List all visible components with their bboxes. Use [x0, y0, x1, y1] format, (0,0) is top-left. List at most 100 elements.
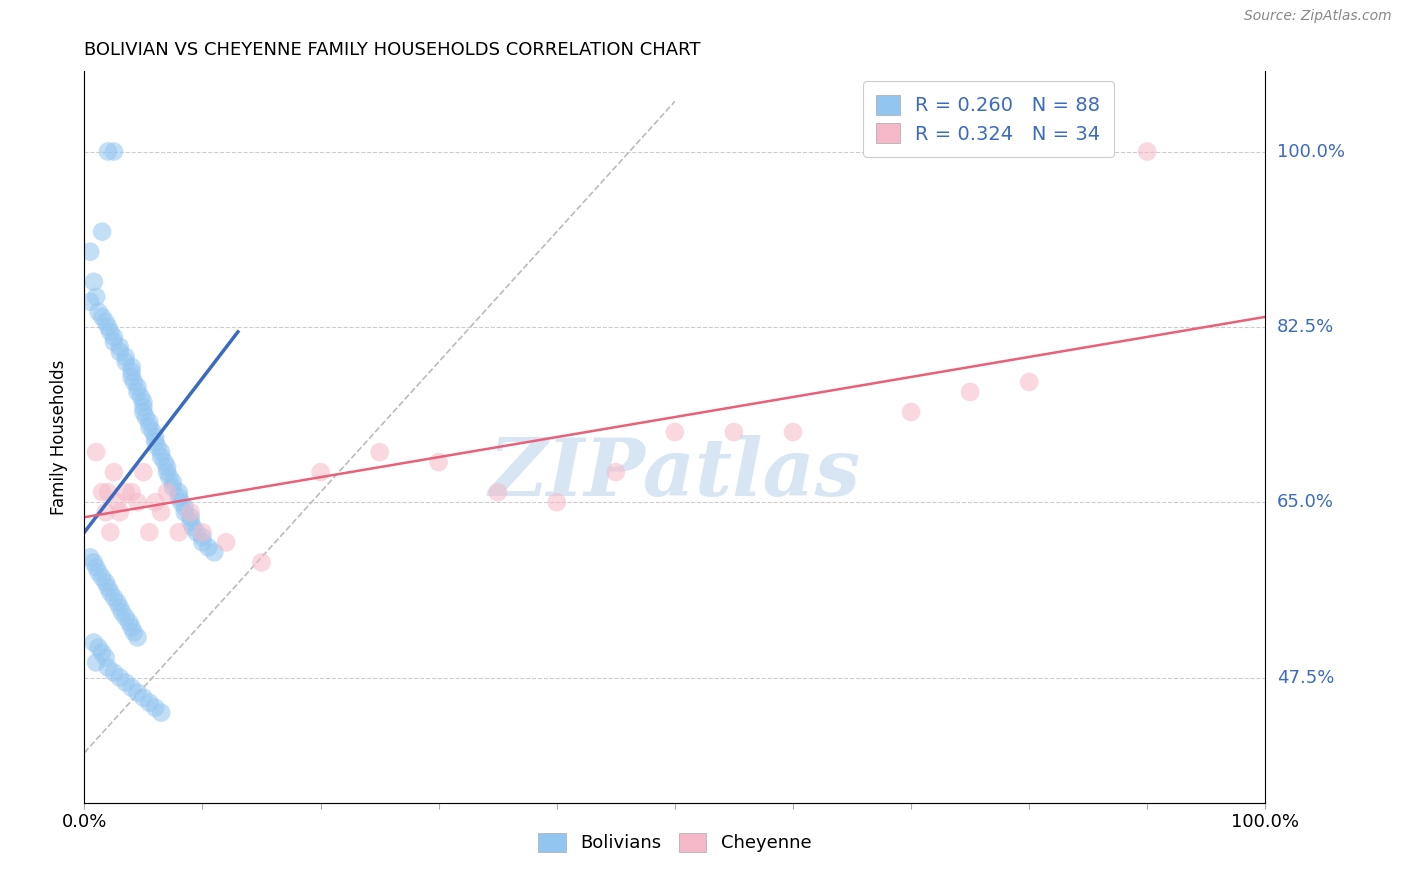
Point: [87, 305, 110, 319]
Point: [91, 646, 114, 660]
Point: [98, 525, 121, 540]
Point: [114, 485, 136, 500]
Point: [132, 405, 155, 419]
Text: 65.0%: 65.0%: [1277, 493, 1334, 511]
Text: Source: ZipAtlas.com: Source: ZipAtlas.com: [1244, 9, 1392, 23]
Point: [118, 615, 141, 630]
Point: [103, 145, 125, 159]
Point: [250, 555, 273, 569]
Point: [959, 384, 981, 399]
Point: [121, 620, 143, 634]
Point: [191, 525, 214, 540]
Point: [138, 525, 160, 540]
Point: [150, 706, 173, 720]
Point: [723, 425, 745, 439]
Point: [97, 145, 120, 159]
Point: [103, 665, 125, 680]
Point: [1018, 375, 1040, 389]
Point: [103, 330, 125, 344]
Point: [202, 545, 225, 559]
Point: [180, 510, 202, 524]
Text: ZIPatlas: ZIPatlas: [489, 435, 860, 512]
Point: [111, 606, 134, 620]
Point: [114, 355, 136, 369]
Text: 47.5%: 47.5%: [1277, 668, 1334, 687]
Point: [108, 340, 131, 354]
Point: [121, 370, 143, 384]
Point: [138, 420, 160, 434]
Point: [121, 485, 143, 500]
Point: [84, 560, 107, 574]
Point: [122, 375, 145, 389]
Point: [108, 505, 131, 519]
Point: [114, 610, 136, 624]
Point: [167, 490, 190, 504]
Point: [84, 445, 107, 459]
Point: [153, 455, 176, 469]
Point: [98, 585, 121, 599]
Point: [103, 591, 125, 605]
Point: [127, 495, 149, 509]
Point: [79, 550, 101, 565]
Point: [142, 425, 165, 439]
Point: [132, 690, 155, 705]
Point: [83, 275, 105, 289]
Point: [83, 635, 105, 649]
Point: [98, 325, 121, 339]
Point: [97, 485, 120, 500]
Point: [135, 410, 157, 425]
Point: [215, 535, 238, 549]
Point: [107, 595, 129, 609]
Point: [84, 656, 107, 670]
Point: [167, 525, 190, 540]
Point: [114, 675, 136, 690]
Legend: Bolivians, Cheyenne: Bolivians, Cheyenne: [531, 826, 818, 860]
Text: 100.0%: 100.0%: [1277, 143, 1346, 161]
Y-axis label: Family Households: Family Households: [51, 359, 69, 515]
Point: [127, 631, 149, 645]
Point: [114, 350, 136, 364]
Point: [94, 315, 117, 329]
Point: [79, 244, 101, 259]
Point: [157, 470, 180, 484]
Point: [108, 345, 131, 359]
Point: [127, 380, 149, 394]
Point: [132, 465, 155, 479]
Point: [143, 495, 166, 509]
Point: [156, 460, 179, 475]
Point: [900, 405, 922, 419]
Point: [91, 310, 114, 324]
Point: [150, 505, 173, 519]
Point: [191, 535, 214, 549]
Point: [97, 660, 120, 674]
Point: [170, 495, 193, 509]
Point: [156, 465, 179, 479]
Point: [108, 671, 131, 685]
Point: [156, 485, 179, 500]
Point: [180, 515, 202, 529]
Point: [181, 520, 204, 534]
Text: BOLIVIAN VS CHEYENNE FAMILY HOUSEHOLDS CORRELATION CHART: BOLIVIAN VS CHEYENNE FAMILY HOUSEHOLDS C…: [84, 41, 700, 59]
Point: [127, 384, 149, 399]
Point: [167, 485, 190, 500]
Point: [143, 435, 166, 450]
Point: [173, 505, 195, 519]
Point: [162, 480, 184, 494]
Point: [546, 495, 568, 509]
Point: [107, 495, 129, 509]
Point: [486, 485, 509, 500]
Point: [173, 500, 195, 515]
Point: [664, 425, 686, 439]
Point: [91, 570, 114, 584]
Point: [782, 425, 804, 439]
Point: [94, 505, 117, 519]
Point: [132, 395, 155, 409]
Point: [103, 465, 125, 479]
Point: [103, 334, 125, 349]
Point: [97, 580, 120, 594]
Point: [180, 505, 202, 519]
Point: [127, 685, 149, 699]
Point: [605, 465, 627, 479]
Point: [368, 445, 391, 459]
Point: [121, 681, 143, 695]
